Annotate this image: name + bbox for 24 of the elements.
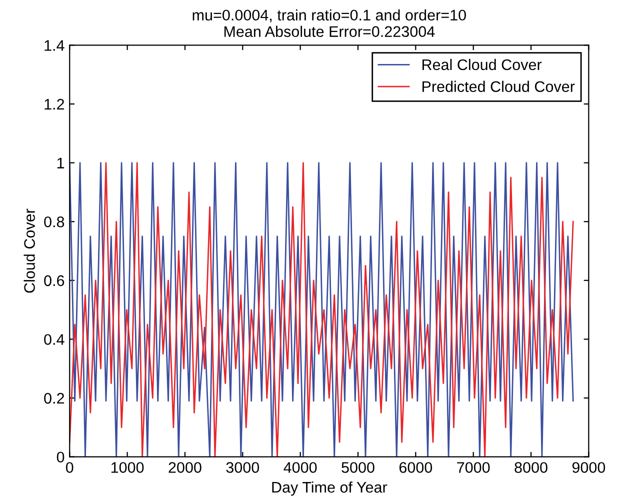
- x-tick-label: 7000: [457, 462, 490, 473]
- line-series: [70, 162, 574, 457]
- x-tick-label: 3000: [226, 462, 260, 473]
- y-tick-label: 1.4: [44, 40, 64, 51]
- x-tick-label: 1000: [111, 462, 144, 473]
- x-tick-label: 4000: [284, 462, 317, 473]
- x-tick-label: 6000: [399, 462, 432, 473]
- y-tick-label: 0.6: [44, 275, 64, 286]
- legend-label: Predicted Cloud Cover: [422, 80, 575, 92]
- x-tick-label: 0: [66, 462, 74, 473]
- x-tick-label: 5000: [342, 462, 374, 473]
- y-tick-label: 0: [56, 452, 64, 463]
- y-tick-label: 1: [57, 158, 64, 168]
- legend-label: Real Cloud Cover: [422, 58, 542, 70]
- y-tick-label: 0.4: [44, 334, 64, 345]
- y-tick-label: 1.2: [44, 98, 64, 110]
- chart-title: mu=0.0004, train ratio=0.1 and order=10 Mean Absolute Error=0.223004: [192, 9, 466, 37]
- x-axis-title: Day Time of Year: [272, 481, 388, 496]
- x-tick-label: 8000: [514, 462, 548, 473]
- y-axis-title: Cloud Cover: [24, 208, 35, 293]
- y-tick-label: 0.8: [44, 216, 64, 228]
- y-tick-label: 0.2: [44, 392, 64, 404]
- x-tick-label: 9000: [572, 462, 606, 473]
- x-tick-label: 2000: [168, 462, 202, 473]
